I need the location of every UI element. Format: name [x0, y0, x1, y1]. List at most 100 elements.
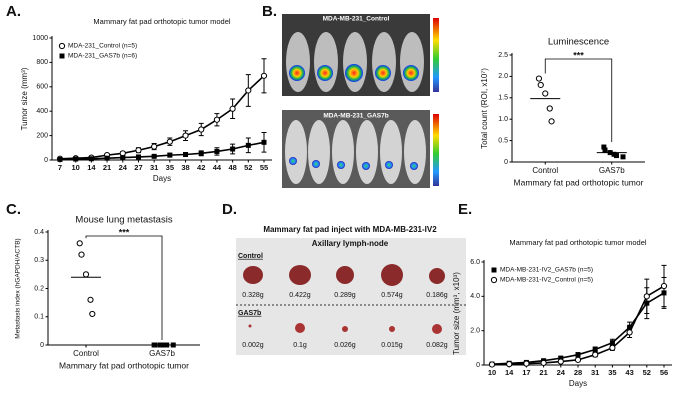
y-tick-label: 0 [40, 342, 44, 349]
point [152, 342, 158, 348]
weight-label: 0.186g [426, 292, 448, 299]
x-axis-label: Mammary fat pad orthotopic tumor [59, 360, 189, 370]
significance-label: *** [573, 50, 584, 60]
x-tick-label: 28 [574, 368, 582, 377]
point [558, 355, 564, 361]
point [506, 361, 513, 368]
point [73, 156, 79, 162]
point [261, 139, 267, 145]
y-tick-label: 0.4 [34, 229, 44, 236]
x-tick-label: 24 [557, 368, 566, 377]
legend-marker [58, 42, 66, 50]
y-tick-label: 400 [36, 108, 48, 115]
mice [286, 32, 424, 92]
point [164, 342, 170, 348]
image-label: MDA-MB-231_GAS7b [323, 113, 388, 120]
point [557, 358, 564, 365]
point [89, 310, 96, 318]
point [170, 342, 176, 348]
y-tick-label: 1.5 [498, 95, 508, 102]
y-axis-label: Total count (ROI, x10⁷) [480, 68, 489, 149]
point [135, 147, 142, 154]
y-axis-label: Tumor size (mm³, x10³) [452, 272, 461, 355]
point [607, 150, 613, 156]
series-line [59, 141, 265, 161]
point [660, 282, 668, 290]
color-bar [433, 114, 439, 186]
point [151, 153, 157, 159]
point [78, 251, 85, 258]
x-axis-label: Days [569, 379, 587, 388]
point [229, 105, 236, 112]
point [182, 132, 189, 139]
point [626, 329, 633, 336]
point [548, 118, 555, 125]
point [157, 342, 163, 348]
y-tick-label: 0 [476, 362, 480, 369]
x-axis-label: Mammary fat pad orthotopic tumor [514, 177, 644, 187]
point [537, 81, 544, 89]
x-tick-label: 52 [244, 163, 252, 172]
chart-title: Mouse lung metastasis [75, 215, 172, 226]
point [245, 87, 252, 94]
y-tick-label: 2.0 [470, 328, 480, 335]
weight-label: 0.1g [293, 342, 307, 349]
point [535, 75, 543, 82]
y-tick-label: 1.0 [498, 116, 508, 123]
x-tick-label: 52 [643, 368, 651, 377]
point [198, 150, 204, 156]
point [592, 351, 599, 358]
weight-label: 0.026g [334, 342, 356, 349]
x-tick-label: 48 [228, 163, 236, 172]
legend-marker [491, 267, 497, 273]
signals [289, 64, 419, 82]
weight-label: 0.574g [381, 292, 403, 299]
x-tick-label: 14 [87, 163, 96, 172]
point [260, 72, 268, 79]
point [609, 344, 616, 351]
legend-label: MDA-231_Control (n=5) [68, 43, 137, 50]
point [82, 271, 90, 278]
point [546, 105, 553, 112]
weight-label: 0.328g [242, 292, 264, 299]
point [609, 340, 615, 346]
chart-title: Mammary fat pad orthotopic tumor model [509, 238, 646, 247]
y-tick-label: 0.3 [34, 257, 44, 264]
point [574, 356, 582, 363]
x-tick-label: 24 [119, 163, 128, 172]
chart-title: Mammary fat pad orthotopic tumor model [93, 17, 230, 26]
y-tick-label: 0.5 [498, 137, 508, 144]
point [540, 359, 547, 367]
point [87, 296, 94, 303]
point [523, 360, 530, 367]
legend-label: MDA-MB-231-IV2_Control (n=5) [500, 277, 593, 284]
point [620, 154, 626, 160]
point [135, 154, 141, 160]
weight-label: 0.002g [242, 342, 264, 349]
point [198, 126, 205, 133]
y-tick-label: 1000 [32, 35, 48, 42]
significance-bracket [544, 58, 613, 143]
point [167, 152, 173, 158]
point [602, 147, 608, 153]
significance-label: *** [119, 227, 130, 237]
point [592, 347, 598, 353]
x-tick-label: Control [532, 166, 558, 175]
x-tick-label: 55 [260, 163, 268, 172]
x-tick-label: 43 [625, 368, 633, 377]
y-tick-label: 2.0 [498, 73, 508, 80]
image-label: MDA-MB-231_Control [323, 16, 390, 23]
weight-label: 0.015g [381, 342, 403, 349]
tissues [243, 264, 445, 286]
point [88, 156, 94, 162]
chart-title: Luminescence [548, 37, 609, 48]
y-tick-label: 600 [36, 84, 48, 91]
x-tick-label: 31 [150, 163, 158, 172]
panel-label: B. [262, 3, 277, 20]
x-tick-label: 35 [166, 163, 174, 172]
imaging-panel: MDA-MB-231_Control MDA-MB-231_GAS7b [282, 14, 439, 188]
point [542, 90, 549, 97]
panel-label: C. [6, 201, 21, 218]
x-tick-label: GAS7b [149, 349, 175, 358]
